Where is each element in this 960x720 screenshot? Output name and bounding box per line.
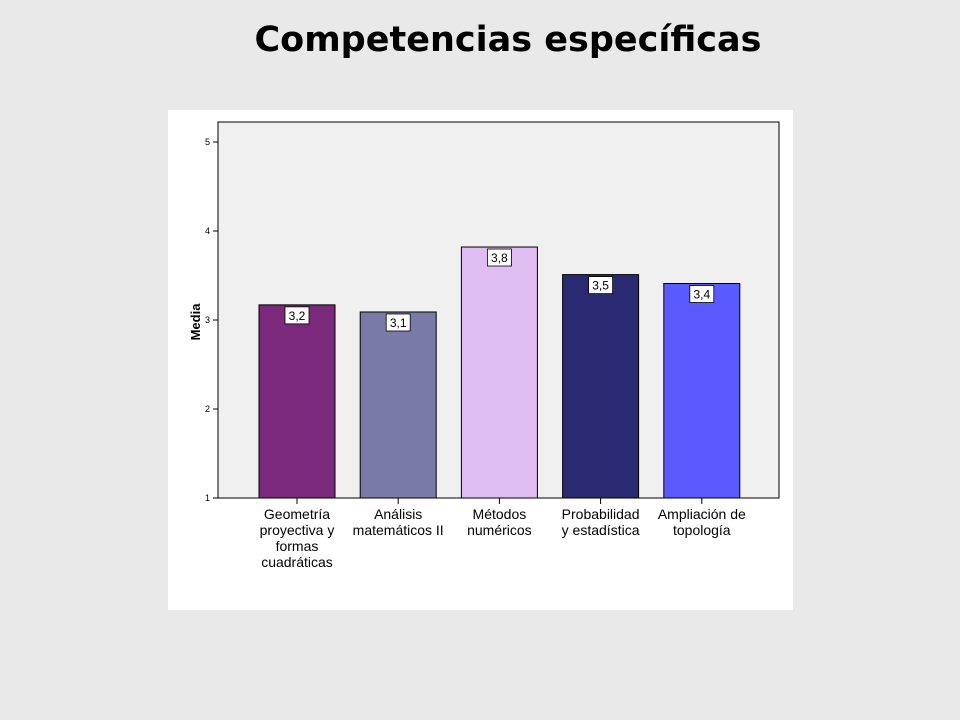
x-tick-label: topología [673,522,731,538]
data-label: 3,2 [289,309,306,323]
x-tick-label: Métodos [473,506,527,522]
data-label-box [385,313,411,332]
x-tick-label: Análisis [374,506,422,522]
y-axis-label: Media [188,303,203,341]
data-label-box [588,276,614,295]
bar [663,283,741,499]
data-label-box [689,285,715,303]
y-tick-label: 5 [205,137,210,147]
x-tick-label: cuadráticas [261,554,333,570]
x-tick-label: Ampliación de [658,506,746,522]
x-tick-label: Geometría [264,506,330,522]
data-label-box [284,306,310,325]
bar [258,304,336,499]
bar [562,274,640,499]
x-tick-label: matemáticos II [353,522,444,538]
data-label: 3,5 [592,279,609,293]
x-tick-label: Probabilidad [562,506,640,522]
bar [359,311,437,499]
x-tick-label: formas [276,538,319,554]
y-tick-label: 3 [205,315,210,325]
y-tick-label: 4 [205,226,210,236]
data-label: 3,4 [693,288,710,302]
chart-panel: 1 2 3 4 5 Media 3,2 Geometría proyectiva y formas… [168,110,793,610]
data-label: 3,1 [390,316,407,330]
data-label-box [486,248,512,267]
data-label: 3,8 [491,251,508,265]
y-tick-label: 2 [205,404,210,414]
bar [460,246,538,499]
slide-title: Competencias específicas [254,20,762,60]
x-tick-label: y estadística [562,522,640,538]
x-tick-label: numéricos [467,522,532,538]
x-tick-label: proyectiva y [260,522,335,538]
y-tick-label: 1 [205,493,210,503]
